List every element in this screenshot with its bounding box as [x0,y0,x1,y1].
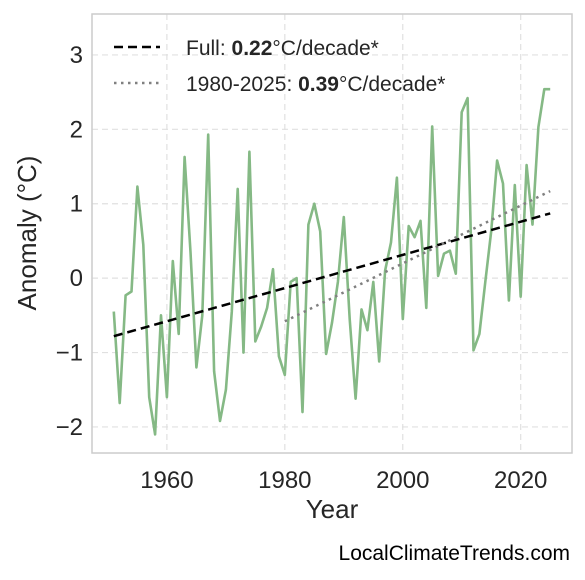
trend-line-1980-2025 [284,189,551,323]
y-axis-label: Anomaly (°C) [12,156,42,311]
y-tick-label-0: −2 [56,414,83,441]
legend-label-full: Full: 0.22°C/decade* [186,37,379,60]
plot-frame [91,13,573,454]
anomaly-series-line [112,87,551,436]
tick-labels: 1960 1980 2000 2020 −2 −1 0 1 2 3 [56,42,548,494]
y-tick-label-1: −1 [56,340,83,367]
grid-lines [92,14,572,453]
y-tick-label-4: 2 [70,116,83,143]
trend-line-full [113,212,551,338]
legend: Full: 0.22°C/decade* 1980-2025: 0.39°C/d… [114,37,445,96]
site-credit: LocalClimateTrends.com [339,542,570,565]
y-tick-label-5: 3 [70,42,83,69]
y-tick-label-3: 1 [70,191,83,218]
y-tick-label-2: 0 [70,265,83,292]
x-tick-label-1980: 1980 [258,467,311,494]
series-layer [112,87,551,436]
x-tick-label-2020: 2020 [494,467,547,494]
legend-label-1980-2025: 1980-2025: 0.39°C/decade* [186,73,445,96]
x-tick-label-1960: 1960 [140,467,193,494]
x-axis-label: Year [306,494,359,524]
x-tick-label-2000: 2000 [376,467,429,494]
